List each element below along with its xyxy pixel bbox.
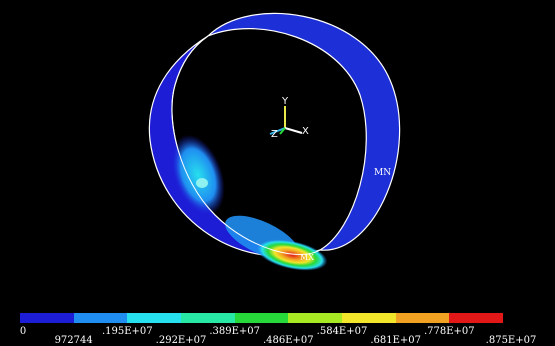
axis-x-label: X — [302, 126, 309, 137]
legend-color-2 — [73, 313, 128, 323]
contour-low-patch-core — [196, 178, 208, 188]
axis-triad: Y X Z — [269, 96, 309, 140]
legend-color-6 — [288, 313, 343, 323]
cylinder-shell — [148, 12, 401, 271]
legend-color-8 — [395, 313, 450, 323]
legend-tick-4: .292E+07 — [155, 335, 207, 346]
max-marker: MX — [300, 253, 314, 262]
shell-inner-edge — [171, 84, 321, 256]
legend-tick-5: .389E+07 — [209, 326, 260, 337]
shell-seam-line — [174, 35, 209, 86]
axis-z-label: Z — [271, 129, 278, 140]
min-marker: MN — [374, 168, 392, 178]
legend-tick-8: .681E+07 — [370, 335, 421, 346]
contour-low-patch — [171, 134, 225, 216]
legend-tick-1: 0 — [19, 326, 27, 337]
contour-hotspot — [256, 239, 328, 271]
legend-color-1 — [20, 313, 74, 323]
legend-tick-2: 972744 — [54, 335, 93, 346]
legend-color-9 — [449, 313, 504, 323]
legend-color-4 — [181, 313, 235, 323]
shell-back-band — [207, 12, 401, 251]
legend-tick-10: .875E+07 — [485, 335, 537, 346]
axis-y-label: Y — [281, 96, 289, 107]
legend-color-5 — [234, 313, 289, 323]
legend-tick-3: .195E+07 — [101, 326, 153, 337]
legend-color-7 — [342, 313, 396, 323]
legend-tick-6: .486E+07 — [262, 335, 314, 346]
legend-color-3 — [127, 313, 182, 323]
contour-legend-bar — [20, 313, 504, 323]
legend-tick-9: .778E+07 — [423, 326, 475, 337]
legend-tick-7: .584E+07 — [316, 326, 368, 337]
